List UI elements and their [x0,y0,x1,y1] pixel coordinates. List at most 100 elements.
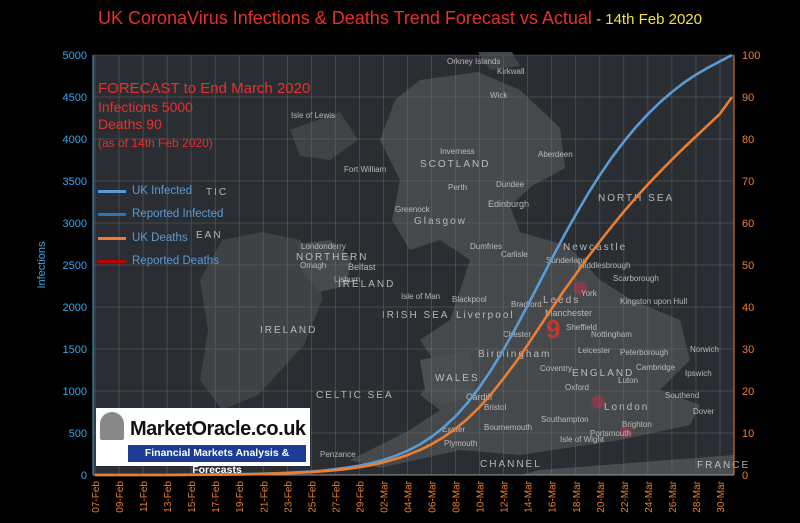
map-label-dundee: Dundee [496,180,525,189]
map-label-perth: Perth [448,183,467,192]
x-tick-label-18: 14-Mar [524,480,535,512]
y-tick-label-left-5: 2500 [63,260,87,272]
map-label-nottingham: Nottingham [591,330,632,339]
x-tick-label-6: 19-Feb [235,481,246,513]
y-tick-label-left-9: 4500 [63,92,87,104]
x-tick-label-17: 12-Mar [500,480,511,512]
x-tick-label-14: 06-Mar [428,480,439,512]
map-label-omagh: Omagh [300,261,326,270]
map-label-peterborough: Peterborough [620,348,668,357]
y-axis-right: 0 10 20 30 40 50 60 70 80 90 100 [742,50,760,482]
map-label-fort-william: Fort William [344,165,387,174]
legend-label-uk-infected: UK Infected [132,185,193,197]
legend-label-reported-deaths: Reported Deaths [132,255,219,268]
y-tick-label-right-2: 20 [742,386,754,398]
map-label-norwich: Norwich [690,345,719,354]
chart-title-main: UK CoronaVirus Infections & Deaths Trend… [98,8,592,28]
chart-title-date: - 14th Feb 2020 [591,11,702,28]
map-label-celtic-sea: CELTIC SEA [316,390,394,401]
y-tick-label-right-0: 0 [742,470,748,482]
map-label-scarborough: Scarborough [613,274,659,283]
y-tick-label-right-6: 60 [742,218,754,230]
brand-tagline: Financial Markets Analysis & Forecasts [128,445,306,476]
map-label-ireland: IRELAND [260,325,317,336]
x-tick-label-12: 02-Mar [379,480,390,512]
map-label-cambridge: Cambridge [636,363,676,372]
x-tick-label-23: 24-Mar [644,480,655,512]
y-tick-label-right-10: 100 [742,50,760,62]
y-tick-label-right-4: 40 [742,302,754,314]
y-tick-label-left-1: 500 [69,428,87,440]
map-label-greenock: Greenock [395,205,431,214]
map-label-isle-of-wight: Isle of Wight [560,435,605,444]
map-label-blackpool: Blackpool [452,295,487,304]
map-label-wales: WALES [435,373,480,384]
map-orkney [478,52,520,70]
map-label-orkney: Orkney Islands [447,57,500,66]
forecast-infections: Infections 5000 [98,98,193,115]
map-isle-of-lewis [290,112,358,160]
map-label-sunderland: Sunderland [546,256,587,265]
y-axis-left: 0 500 1000 1500 2000 2500 3000 3500 4000 4500 5000 [63,50,87,482]
map-label-sheffield: Sheffield [566,323,597,332]
x-tick-label-26: 30-Mar [716,480,727,512]
map-spot-london [591,395,605,409]
map-label-plymouth: Plymouth [444,439,477,448]
x-tick-label-3: 13-Feb [163,481,174,513]
map-label-southend: Southend [665,391,699,400]
x-tick-label-9: 25-Feb [307,481,318,513]
x-tick-label-10: 27-Feb [331,481,342,513]
y-tick-label-left-0: 0 [81,470,87,482]
x-tick-label-5: 17-Feb [211,481,222,513]
map-label-glasgow: Glasgow [414,216,467,227]
map-label-carlisle: Carlisle [501,250,528,259]
map-label-atlantic: TIC [206,187,228,198]
y-tick-label-right-5: 50 [742,260,754,272]
series-lines [95,53,734,477]
map-label-france: FRANCE [697,460,750,471]
x-tick-label-7: 21-Feb [259,481,270,513]
map-label-liverpool: Liverpool [456,310,515,321]
map-label-chester: Chester [503,330,531,339]
brand-name: MarketOracle.co.uk [130,418,306,440]
map-label-bradford: Bradford [511,300,542,309]
legend-swatch-uk-deaths [98,236,126,240]
map-label-manchester: Manchester [545,308,592,318]
map-label-middlesbrough: Middlesbrough [578,261,630,270]
y-tick-label-left-4: 2000 [63,302,87,314]
x-tick-label-0: 07-Feb [91,481,102,513]
legend-swatch-reported-infected [98,213,126,217]
series-line-uk-deaths [95,96,734,477]
map-label-edinburgh: Edinburgh [488,199,529,209]
x-tick-label-8: 23-Feb [283,481,294,513]
y-tick-label-left-10: 5000 [63,50,87,62]
map-label-luton: Luton [618,376,638,385]
y-tick-label-right-7: 70 [742,176,754,188]
legend-swatch-uk-infected [98,190,126,193]
x-tick-label-1: 09-Feb [115,481,126,513]
map-label-londonderry: Londonderry [301,242,346,251]
x-tick-label-19: 16-Mar [548,480,559,512]
x-tick-label-2: 11-Feb [139,481,150,512]
map-label-kirkwall: Kirkwall [497,67,525,76]
forecast-heading: FORECAST to End March 2020 [98,80,311,97]
legend-label-reported-infected: Reported Infected [132,208,224,221]
forecast-date: (as of 14th Feb 2020) [98,135,213,150]
legend-item-reported-infected: Reported Infected [98,207,238,221]
x-tick-label-21: 20-Mar [596,480,607,512]
map-label-hull: Kingston upon Hull [620,297,687,306]
map-label-lisburn: Lisburn [334,275,360,284]
legend-item-reported-deaths: Reported Deaths [98,254,238,268]
brand-badge: MarketOracle.co.uk Financial Markets Ana… [96,408,310,476]
chart-title: UK CoronaVirus Infections & Deaths Trend… [0,8,800,29]
x-tick-label-22: 22-Mar [620,480,631,512]
x-axis: 07-Feb 09-Feb 11-Feb 13-Feb 15-Feb 17-Feb 19-F… [91,480,727,512]
map-label-ipswich: Ipswich [685,369,712,378]
map-label-leeds: Leeds [543,295,580,306]
map-label-penzance: Penzance [320,450,356,459]
y-tick-label-left-6: 3000 [63,218,87,230]
map-label-coventry: Coventry [540,364,572,373]
map-label-lewis: Isle of Lewis [291,111,335,120]
map-label-isle-of-man: Isle of Man [401,292,440,301]
